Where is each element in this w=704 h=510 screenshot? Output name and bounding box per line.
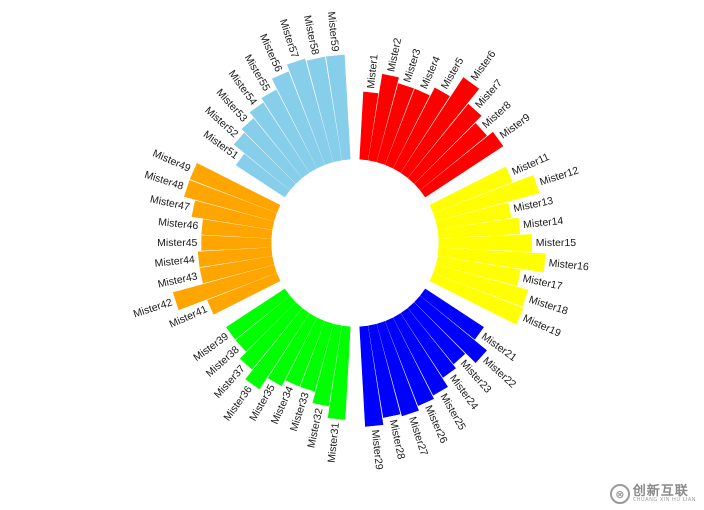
- label-mister1: Mister1: [365, 54, 381, 90]
- label-mister27: Mister27: [406, 415, 430, 457]
- label-mister3: Mister3: [401, 47, 423, 84]
- watermark-text: 创新互联: [632, 484, 689, 499]
- bar-mister54: [249, 102, 310, 178]
- bar-mister22: [414, 295, 487, 364]
- bar-mister25: [393, 313, 448, 396]
- bar-mister15: [438, 234, 532, 252]
- label-mister58: Mister58: [301, 14, 321, 56]
- label-mister46: Mister46: [158, 216, 199, 232]
- bar-mister26: [385, 317, 434, 407]
- bar-mister59: [325, 54, 351, 161]
- label-mister31: Mister31: [326, 422, 342, 463]
- bar-mister37: [239, 302, 303, 370]
- bar-mister46: [201, 219, 273, 239]
- bar-mister21: [420, 288, 484, 340]
- label-mister18: Mister18: [527, 294, 569, 318]
- bar-mister24: [400, 308, 456, 378]
- label-mister45: Mister45: [157, 237, 197, 249]
- bar-mister51: [235, 153, 290, 198]
- bar-mister11: [429, 166, 513, 213]
- bar-mister34: [285, 317, 325, 387]
- bar-mister3: [376, 83, 414, 165]
- bar-mister4: [385, 88, 430, 169]
- bar-mister35: [267, 313, 317, 387]
- bar-mister19: [429, 273, 524, 325]
- label-mister32: Mister32: [305, 407, 325, 449]
- bar-mister23: [407, 302, 466, 365]
- bar-mister7: [407, 103, 482, 184]
- bar-mister5: [393, 87, 450, 173]
- label-mister14: Mister14: [523, 215, 564, 231]
- label-mister15: Mister15: [536, 237, 576, 249]
- watermark-subtext: CHUANG XIN HU LIAN: [632, 497, 696, 503]
- bar-mister12: [433, 175, 540, 222]
- bar-mister38: [235, 295, 296, 352]
- bar-mister42: [172, 264, 277, 311]
- label-mister42: Mister42: [132, 296, 174, 320]
- bar-mister43: [199, 256, 275, 284]
- bar-mister28: [368, 323, 401, 418]
- bar-mister45: [201, 235, 272, 251]
- bar-mister55: [261, 89, 317, 173]
- label-mister49: Mister49: [151, 147, 193, 174]
- bar-mister9: [420, 131, 504, 198]
- label-mister29: Mister29: [369, 429, 385, 470]
- bar-mister33: [300, 321, 334, 392]
- label-mister2: Mister2: [385, 37, 404, 73]
- bar-mister16: [437, 247, 546, 273]
- bar-mister53: [241, 118, 303, 184]
- bar-mister29: [359, 325, 384, 427]
- label-mister28: Mister28: [387, 419, 407, 461]
- bar-mister57: [287, 58, 334, 165]
- bar-mister18: [433, 264, 529, 307]
- bar-mister32: [312, 323, 342, 407]
- label-mister59: Mister59: [325, 11, 341, 52]
- bar-mister14: [437, 217, 521, 239]
- bar-mister49: [189, 162, 281, 213]
- bar-mister6: [400, 77, 480, 178]
- bar-mister8: [414, 122, 487, 191]
- bar-mister44: [197, 247, 273, 268]
- bar-mister47: [191, 200, 275, 230]
- label-mister16: Mister16: [548, 257, 589, 273]
- bar-mister1: [359, 91, 379, 161]
- bar-mister48: [184, 179, 277, 222]
- bar-mister56: [271, 71, 325, 169]
- label-mister17: Mister17: [522, 273, 564, 293]
- label-mister57: Mister57: [277, 18, 301, 60]
- label-mister19: Mister19: [521, 312, 563, 339]
- label-mister41: Mister41: [167, 303, 209, 330]
- bar-mister31: [327, 325, 351, 420]
- bar-mister41: [207, 273, 281, 315]
- label-mister44: Mister44: [154, 254, 195, 270]
- label-mister48: Mister48: [143, 169, 185, 193]
- watermark-logo-icon: ⊗: [609, 484, 630, 504]
- watermark: ⊗ 创新互联 CHUANG XIN HU LIAN: [609, 484, 696, 504]
- label-mister12: Mister12: [538, 164, 580, 188]
- bar-mister17: [435, 256, 521, 287]
- bar-mister13: [435, 202, 512, 230]
- bar-mister2: [368, 73, 399, 163]
- bar-mister39: [226, 288, 290, 340]
- bars-layer: [172, 54, 546, 427]
- bar-mister52: [233, 132, 296, 191]
- bar-mister58: [306, 56, 342, 163]
- bar-mister27: [376, 321, 419, 417]
- bar-mister36: [245, 308, 310, 390]
